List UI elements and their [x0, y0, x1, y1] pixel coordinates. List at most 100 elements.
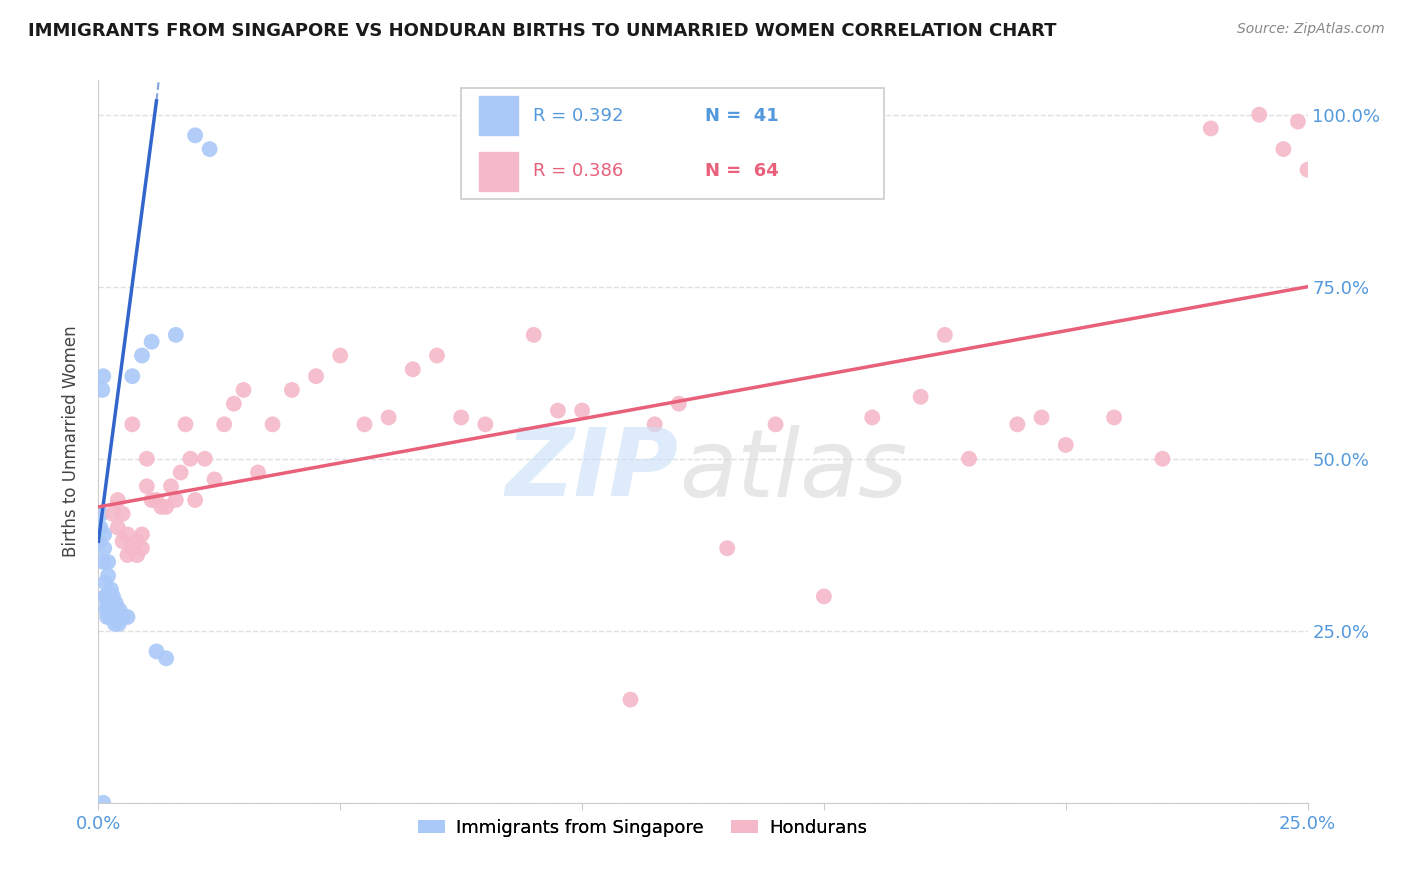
Point [450, 410, 472, 425]
Point [131, 349, 153, 363]
Text: N =  64: N = 64 [706, 162, 779, 180]
Point [571, 403, 593, 417]
Point [860, 410, 883, 425]
Point [91, 796, 114, 810]
Point [179, 451, 201, 466]
Point [474, 417, 496, 432]
Bar [479, 152, 517, 192]
Point [247, 466, 270, 480]
Point [150, 500, 173, 514]
Point [135, 451, 157, 466]
Text: atlas: atlas [679, 425, 907, 516]
Point [155, 651, 177, 665]
Point [1296, 162, 1319, 177]
Point [100, 596, 122, 610]
Point [910, 390, 932, 404]
Point [117, 527, 139, 541]
Point [135, 479, 157, 493]
Point [94, 575, 117, 590]
Text: R = 0.386: R = 0.386 [533, 162, 623, 180]
Point [93, 541, 115, 556]
Point [402, 362, 425, 376]
Point [107, 610, 129, 624]
Point [194, 451, 217, 466]
Point [101, 590, 124, 604]
Point [305, 369, 328, 384]
Point [174, 417, 197, 432]
Point [94, 590, 117, 604]
Point [117, 610, 139, 624]
Point [1199, 121, 1222, 136]
Point [127, 548, 149, 562]
Point [1286, 114, 1309, 128]
Point [104, 596, 127, 610]
Point [121, 417, 143, 432]
Point [547, 403, 569, 417]
Bar [479, 95, 517, 136]
Point [89, 520, 111, 534]
FancyBboxPatch shape [461, 87, 884, 200]
Point [98, 603, 121, 617]
Point [1152, 451, 1174, 466]
Point [98, 596, 121, 610]
Point [184, 128, 207, 143]
Point [93, 527, 115, 541]
Point [121, 541, 143, 556]
Point [169, 466, 191, 480]
Point [145, 493, 167, 508]
Point [100, 582, 122, 597]
Point [97, 568, 120, 582]
Point [1249, 108, 1271, 122]
Text: Source: ZipAtlas.com: Source: ZipAtlas.com [1237, 22, 1385, 37]
Point [765, 417, 787, 432]
Point [117, 548, 139, 562]
Point [104, 603, 127, 617]
Point [91, 369, 114, 384]
Point [957, 451, 980, 466]
Point [101, 507, 124, 521]
Point [1054, 438, 1077, 452]
Point [145, 644, 167, 658]
Point [96, 610, 118, 624]
Text: R = 0.392: R = 0.392 [533, 106, 623, 125]
Point [523, 327, 546, 342]
Point [232, 383, 254, 397]
Point [1102, 410, 1125, 425]
Point [165, 327, 187, 342]
Point [160, 479, 183, 493]
Point [98, 610, 121, 624]
Point [353, 417, 375, 432]
Point [107, 520, 129, 534]
Point [90, 507, 112, 521]
Point [108, 603, 131, 617]
Point [1007, 417, 1029, 432]
Point [101, 603, 124, 617]
Point [184, 493, 207, 508]
Point [89, 534, 111, 549]
Y-axis label: Births to Unmarried Women: Births to Unmarried Women [62, 326, 80, 558]
Point [155, 500, 177, 514]
Point [131, 527, 153, 541]
Point [121, 369, 143, 384]
Point [127, 534, 149, 549]
Point [1031, 410, 1053, 425]
Point [262, 417, 284, 432]
Point [111, 507, 134, 521]
Point [198, 142, 221, 156]
Point [813, 590, 835, 604]
Text: N =  41: N = 41 [706, 106, 779, 125]
Point [107, 616, 129, 631]
Point [96, 590, 118, 604]
Point [97, 555, 120, 569]
Point [104, 616, 127, 631]
Point [222, 397, 245, 411]
Point [377, 410, 399, 425]
Point [107, 493, 129, 508]
Point [96, 603, 118, 617]
Point [141, 493, 163, 508]
Point [212, 417, 235, 432]
Point [141, 334, 163, 349]
Point [1272, 142, 1295, 156]
Legend: Immigrants from Singapore, Hondurans: Immigrants from Singapore, Hondurans [411, 812, 875, 845]
Point [281, 383, 304, 397]
